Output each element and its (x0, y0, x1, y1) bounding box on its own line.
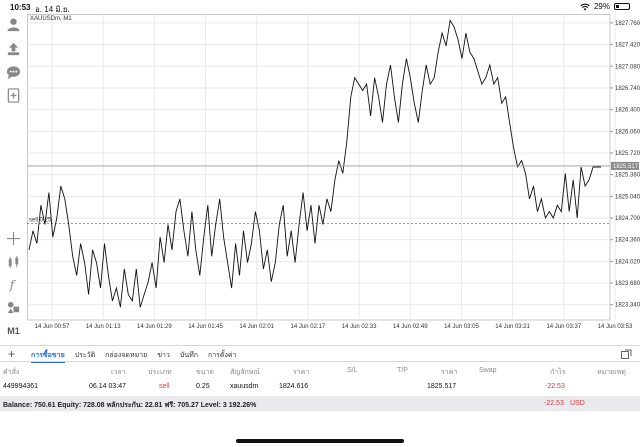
table-header: คำสั่ง เวลา ประเภท ขนาด สัญลักษณ์ ราคา S… (0, 363, 640, 379)
x-tick-label: 14 Jun 03:21 (495, 324, 530, 330)
y-tick-label: 1825.720 (615, 151, 640, 157)
row-type: sell (159, 383, 170, 390)
balance-summary: Balance: 750.61 Equity: 728.08 หลักประกั… (3, 402, 257, 409)
col-symbol[interactable]: สัญลักษณ์ (230, 369, 260, 376)
y-tick-label: 1825.040 (615, 194, 640, 200)
battery-icon (614, 3, 630, 10)
col-type[interactable]: ประเภท (148, 369, 172, 376)
detach-icon[interactable] (621, 349, 632, 359)
col-sl[interactable]: S/L (347, 367, 358, 374)
row-symbol: xauusdm (230, 383, 259, 390)
x-tick-label: 14 Jun 01:13 (86, 324, 121, 330)
tab-history[interactable]: ประวัติ (74, 352, 96, 359)
row-time: 06.14 03:47 (89, 383, 126, 390)
y-tick-label: 1823.680 (615, 281, 640, 287)
col-volume[interactable]: ขนาด (196, 369, 215, 376)
x-tick-label: 14 Jun 03:37 (546, 324, 581, 330)
col-comment[interactable]: หมายเหตุ (597, 369, 626, 376)
col-tp[interactable]: T/P (397, 367, 408, 374)
trade-table: คำสั่ง เวลา ประเภท ขนาด สัญลักษณ์ ราคา S… (0, 363, 640, 395)
status-bar: 10:53 อ. 14 มิ.ย. 29% (0, 0, 640, 14)
tab-settings[interactable]: การตั้งค่า (207, 352, 237, 359)
currency-label: USD (570, 400, 585, 407)
chart-toolbar: f M1 (0, 14, 27, 344)
row-volume: 0.25 (196, 383, 210, 390)
row-open-price: 1824.616 (279, 383, 309, 390)
chart-symbol-label: XAUUSDm, M1 (30, 16, 72, 22)
x-tick-label: 14 Jun 02:17 (291, 324, 326, 330)
x-tick-label: 14 Jun 02:01 (239, 324, 274, 330)
status-date: อ. 14 มิ.ย. (35, 5, 70, 14)
tab-trade[interactable]: การซื้อขาย (31, 350, 65, 363)
x-tick-label: 14 Jun 02:33 (342, 324, 377, 330)
y-tick-label: 1827.420 (615, 43, 640, 49)
tab-mailbox[interactable]: กล่องจดหมาย (105, 352, 148, 359)
account-icon[interactable] (5, 16, 22, 33)
add-icon[interactable]: + (8, 347, 16, 361)
x-tick-label: 14 Jun 01:45 (188, 324, 223, 330)
x-tick-label: 14 Jun 00:57 (35, 324, 70, 330)
terminal-tabs: การซื้อขาย ประวัติ กล่องจดหมาย ข่าว บันท… (31, 350, 236, 363)
y-tick-label: 1823.340 (615, 303, 640, 309)
y-tick-label: 1825.380 (615, 173, 640, 179)
svg-text:f: f (9, 278, 17, 292)
chat-icon[interactable] (5, 64, 22, 81)
y-tick-label: 1824.700 (615, 216, 640, 222)
row-profit: -22.53 (545, 383, 565, 390)
y-tick-label: 1824.020 (615, 259, 640, 265)
y-tick-label: 1827.760 (615, 21, 640, 27)
home-indicator (236, 439, 404, 443)
crosshair-icon[interactable] (5, 230, 22, 247)
col-profit[interactable]: กำไร (550, 369, 566, 376)
status-time: 10:53 (10, 3, 31, 12)
y-tick-label: 1824.360 (615, 238, 640, 244)
y-tick-label: 1826.060 (615, 129, 640, 135)
status-right: 29% (580, 2, 630, 11)
price-series-line (28, 19, 601, 308)
tab-journal[interactable]: บันทึก (179, 352, 198, 359)
col-price[interactable]: ราคา (441, 369, 458, 376)
new-order-icon[interactable] (5, 87, 22, 104)
table-row[interactable]: 449994361 06.14 03:47 sell 0.25 xauusdm … (0, 379, 640, 395)
order-line-label: sell 0.25 (29, 217, 52, 223)
total-profit: -22.53 (544, 400, 564, 407)
current-price-label: 1825.517 (613, 164, 639, 170)
y-tick-label: 1827.080 (615, 64, 640, 70)
x-tick-label: 14 Jun 03:53 (598, 324, 633, 330)
function-icon[interactable]: f (5, 276, 22, 293)
tab-news[interactable]: ข่าว (157, 352, 170, 359)
y-tick-label: 1826.400 (615, 108, 640, 114)
y-tick-label: 1826.740 (615, 86, 640, 92)
trade-icon[interactable] (5, 41, 22, 58)
row-price: 1825.517 (427, 383, 457, 390)
col-order[interactable]: คำสั่ง (3, 369, 20, 376)
x-tick-label: 14 Jun 03:05 (444, 324, 479, 330)
price-chart[interactable]: 14 Jun 00:57 14 Jun 01:13 14 Jun 01:29 14 J… (27, 14, 640, 344)
x-tick-label: 14 Jun 01:29 (137, 324, 172, 330)
balance-bar: Balance: 750.61 Equity: 728.08 หลักประกั… (0, 396, 640, 411)
x-tick-label: 14 Jun 02:49 (393, 324, 428, 330)
indicators-icon[interactable] (5, 254, 22, 271)
current-price-tag (611, 161, 639, 170)
row-order: 449994361 (3, 383, 39, 390)
terminal-tabbar: + การซื้อขาย ประวัติ กล่องจดหมาย ข่าว บั… (0, 345, 640, 363)
col-swap[interactable]: Swap (479, 367, 497, 374)
chart-canvas: 14 Jun 00:57 14 Jun 01:13 14 Jun 01:29 14 J… (27, 14, 640, 330)
plot-frame (27, 14, 611, 321)
objects-icon[interactable] (5, 299, 22, 316)
col-time[interactable]: เวลา (111, 369, 126, 376)
col-open-price[interactable]: ราคา (293, 369, 310, 376)
timeframe-button[interactable]: M1 (7, 325, 20, 336)
battery-percent: 29% (593, 2, 610, 11)
wifi-icon (580, 3, 590, 10)
